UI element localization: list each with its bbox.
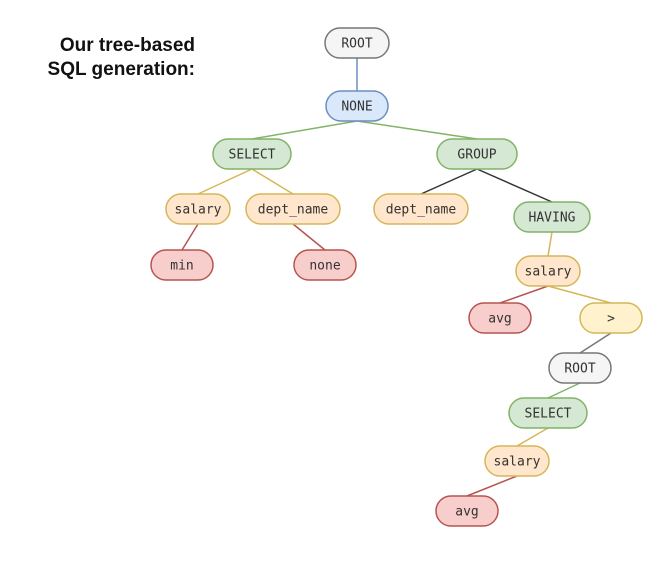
node-label: min [170,259,193,274]
node-box [513,201,591,233]
node-box [579,302,643,334]
node-label: GROUP [457,148,496,163]
node-label: ROOT [564,362,595,377]
edge-select1-salary1 [197,168,253,195]
node-box [435,495,499,527]
node-box [436,138,518,170]
edge-group-having [476,168,553,203]
node-label: dept_name [258,203,329,218]
title-line-1: Our tree-based [59,35,195,56]
node-salary1: salary [165,193,231,225]
node-box [212,138,292,170]
node-label: salary [494,455,541,470]
edge-having-salary2 [547,231,553,257]
edge-gt-root2 [579,332,612,354]
node-box [515,255,581,287]
node-box [324,27,390,59]
title-line-2: SQL generation: [47,59,195,80]
node-root1: ROOT [324,27,390,59]
edge-root2-select2 [547,382,581,399]
edge-salary2-gt [547,285,612,304]
edge-none1-group [356,120,478,140]
edge-salary2-avg1 [499,285,549,304]
node-none2: none [293,249,357,281]
node-min: min [150,249,214,281]
node-label: HAVING [529,211,576,226]
node-label: avg [488,312,511,327]
node-box [508,397,588,429]
edge-select2-salary3 [516,427,549,447]
node-salary3: salary [484,445,550,477]
node-box [245,193,341,225]
node-label: dept_name [386,203,457,218]
node-label: > [607,312,615,327]
edge-none1-select1 [251,120,358,140]
node-dept2: dept_name [373,193,469,225]
node-label: SELECT [525,407,572,422]
node-group: GROUP [436,138,518,170]
node-box [293,249,357,281]
node-box [468,302,532,334]
node-none1: NONE [325,90,389,122]
node-label: ROOT [341,37,372,52]
edge-select1-dept1 [251,168,294,195]
edge-group-dept2 [420,168,478,195]
node-label: avg [455,505,478,520]
node-label: none [309,259,340,274]
node-having: HAVING [513,201,591,233]
node-label: salary [175,203,222,218]
node-avg1: avg [468,302,532,334]
node-label: salary [525,265,572,280]
tree-edges [181,58,612,497]
diagram-title: Our tree-based SQL generation: [48,34,195,82]
node-select1: SELECT [212,138,292,170]
node-box [325,90,389,122]
edge-salary3-avg2 [466,475,518,497]
node-label: SELECT [229,148,276,163]
node-avg2: avg [435,495,499,527]
node-select2: SELECT [508,397,588,429]
node-gt: > [579,302,643,334]
node-salary2: salary [515,255,581,287]
node-box [165,193,231,225]
node-box [373,193,469,225]
node-box [150,249,214,281]
edge-salary1-min [181,223,199,251]
node-dept1: dept_name [245,193,341,225]
tree-nodes: ROOT NONE SELECT GROUP salary dept_name dept_n… [150,27,643,527]
node-root2: ROOT [548,352,612,384]
edge-dept1-none2 [292,223,326,251]
node-box [548,352,612,384]
node-box [484,445,550,477]
node-label: NONE [341,100,372,115]
